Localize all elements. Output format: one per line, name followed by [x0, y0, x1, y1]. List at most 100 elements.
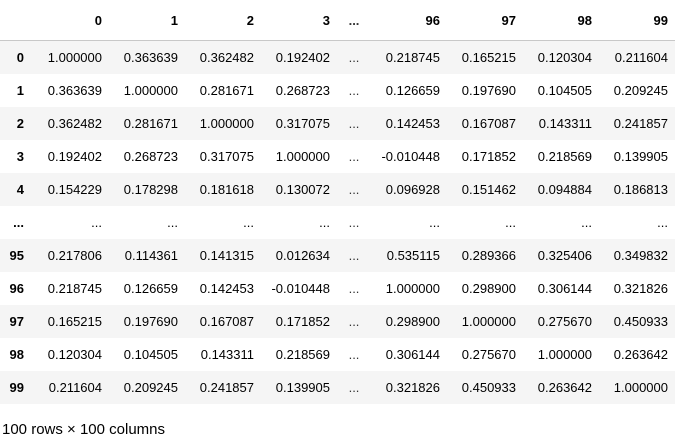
column-header-ellipsis: ... — [348, 12, 360, 28]
table-cell: 0.139905 — [275, 380, 330, 395]
column-header: 2 — [246, 12, 254, 28]
column-header: 3 — [322, 12, 330, 28]
table-row: 97 0.165215 0.197690 0.167087 0.171852... 0.2… — [0, 305, 675, 338]
dataframe-body: 0 1.000000 0.363639 0.362482 0.192402... 0.21… — [0, 40, 675, 404]
column-header: 97 — [501, 12, 516, 28]
table-cell-ellipsis: ... — [348, 281, 360, 296]
table-cell: 0.349832 — [613, 248, 668, 263]
table-cell: 0.209245 — [613, 83, 668, 98]
table-cell: 0.268723 — [275, 83, 330, 98]
table-cell: 0.165215 — [461, 50, 516, 65]
table-cell-ellipsis: ... — [348, 380, 360, 395]
table-cell-ellipsis: ... — [348, 347, 360, 362]
table-cell-ellipsis: ... — [348, 116, 360, 131]
table-cell: 0.281671 — [123, 116, 178, 131]
table-cell: 0.535115 — [386, 248, 440, 263]
table-cell: 0.165215 — [47, 314, 102, 329]
table-cell: 0.142453 — [385, 116, 440, 131]
table-cell: 0.211604 — [48, 380, 102, 395]
table-cell: ... — [167, 215, 178, 230]
table-cell: 1.000000 — [461, 314, 516, 329]
table-cell: ... — [505, 215, 516, 230]
table-cell: 0.363639 — [123, 50, 178, 65]
row-index-label: 4 — [16, 182, 24, 197]
table-row: 95 0.217806 0.114361 0.141315 0.012634... 0.5… — [0, 239, 675, 272]
table-row: 2 0.362482 0.281671 1.000000 0.317075... 0.14… — [0, 107, 675, 140]
table-cell: 0.151462 — [461, 182, 516, 197]
row-index-label: 3 — [16, 149, 24, 164]
table-cell: 0.142453 — [199, 281, 254, 296]
table-cell: 0.120304 — [47, 347, 102, 362]
table-cell: 0.178298 — [123, 182, 178, 197]
table-cell: 0.126659 — [385, 83, 440, 98]
table-cell: ... — [91, 215, 102, 230]
table-cell: 0.263642 — [537, 380, 592, 395]
table-cell: 0.209245 — [123, 380, 178, 395]
table-cell: 1.000000 — [47, 50, 102, 65]
table-cell: 0.450933 — [613, 314, 668, 329]
table-cell: 0.298900 — [385, 314, 440, 329]
table-cell: 0.012634 — [275, 248, 330, 263]
table-cell: ... — [429, 215, 440, 230]
dataframe-shape-note: 100 rows × 100 columns — [2, 421, 166, 438]
table-cell: 0.167087 — [461, 116, 516, 131]
table-cell: ... — [243, 215, 254, 230]
index-header-corner — [0, 0, 33, 41]
table-row: 98 0.120304 0.104505 0.143311 0.218569... 0.3… — [0, 338, 675, 371]
table-cell: 0.450933 — [461, 380, 516, 395]
table-cell: 0.197690 — [123, 314, 178, 329]
table-cell: 0.241857 — [613, 116, 668, 131]
row-index-label: 98 — [9, 347, 24, 362]
table-cell: 1.000000 — [275, 149, 330, 164]
table-cell: 0.321826 — [385, 380, 440, 395]
table-cell: 0.114361 — [124, 248, 178, 263]
table-cell: 0.317075 — [199, 149, 254, 164]
table-cell-ellipsis: ... — [348, 314, 360, 329]
table-cell: 0.094884 — [537, 182, 592, 197]
table-cell: ... — [581, 215, 592, 230]
table-cell-ellipsis: ... — [348, 215, 360, 230]
table-cell: 0.126659 — [123, 281, 178, 296]
table-cell: 0.171852 — [461, 149, 516, 164]
table-cell: -0.010448 — [271, 281, 330, 296]
table-cell-ellipsis: ... — [348, 248, 360, 263]
table-cell: 0.217806 — [47, 248, 102, 263]
table-cell: 0.218745 — [385, 50, 440, 65]
table-cell: 0.141315 — [199, 248, 254, 263]
table-cell: 0.241857 — [199, 380, 254, 395]
table-cell: 0.154229 — [47, 182, 102, 197]
table-row: 99 0.211604 0.209245 0.241857 0.139905... 0.3… — [0, 371, 675, 404]
table-cell: 0.104505 — [537, 83, 592, 98]
column-header: 96 — [425, 12, 440, 28]
table-cell: 1.000000 — [199, 116, 254, 131]
column-header: 0 — [94, 12, 102, 28]
table-cell: 0.192402 — [47, 149, 102, 164]
column-header: 98 — [577, 12, 592, 28]
table-cell: 0.218745 — [47, 281, 102, 296]
row-index-label: 95 — [9, 248, 24, 263]
row-index-label: 96 — [9, 281, 24, 296]
table-cell: 0.104505 — [123, 347, 178, 362]
table-cell: 0.186813 — [613, 182, 668, 197]
table-cell: 0.363639 — [47, 83, 102, 98]
table-cell: ... — [657, 215, 668, 230]
table-cell: 0.171852 — [275, 314, 330, 329]
table-cell: 1.000000 — [537, 347, 592, 362]
row-index-label: 1 — [16, 83, 24, 98]
table-cell: 1.000000 — [123, 83, 178, 98]
table-cell-ellipsis: ... — [348, 50, 360, 65]
row-index-label: 99 — [9, 380, 24, 395]
column-header: 1 — [170, 12, 178, 28]
table-cell: 0.325406 — [537, 248, 592, 263]
table-cell: 0.362482 — [199, 50, 254, 65]
table-row: 3 0.192402 0.268723 0.317075 1.000000... -0.0… — [0, 140, 675, 173]
table-cell: 0.211604 — [614, 50, 668, 65]
dataframe-output: 0 1 2 3 ... 96 97 98 99 0 1.000000 0.36363… — [0, 0, 675, 395]
table-cell: 0.143311 — [538, 116, 592, 131]
table-cell: 0.275670 — [537, 314, 592, 329]
table-cell: 0.096928 — [385, 182, 440, 197]
table-cell: 0.298900 — [461, 281, 516, 296]
row-index-label: 0 — [16, 50, 24, 65]
table-cell: -0.010448 — [381, 149, 440, 164]
table-cell: 0.317075 — [275, 116, 330, 131]
